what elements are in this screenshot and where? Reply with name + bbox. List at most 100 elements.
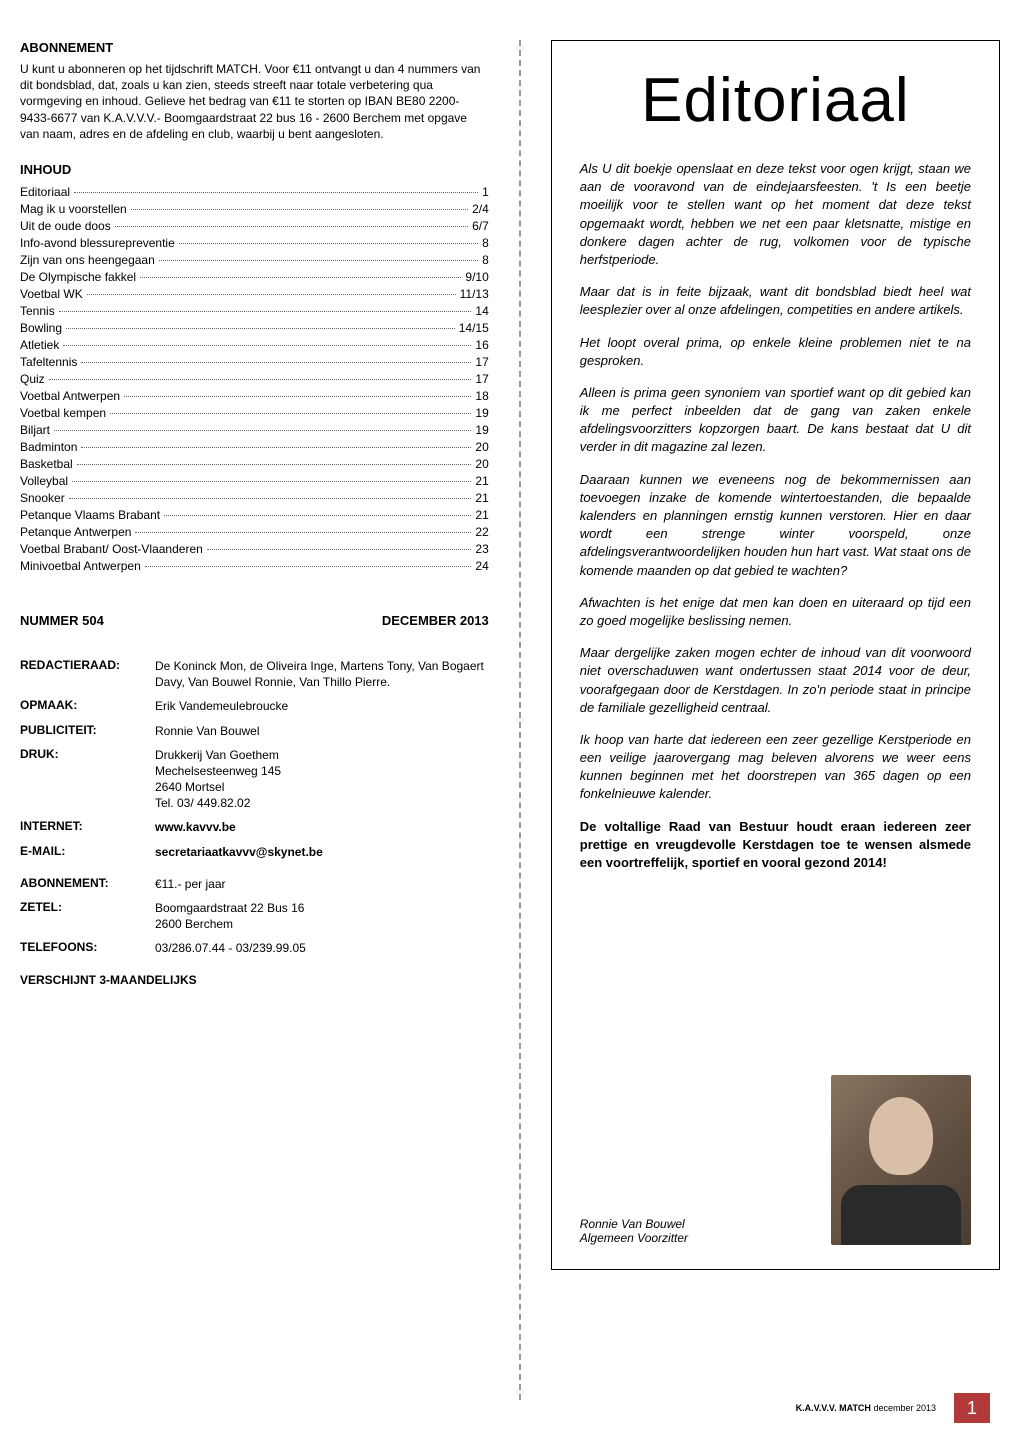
toc-page: 11/13 (460, 287, 489, 301)
credit-label: OPMAAK: (20, 698, 155, 714)
toc-label: Biljart (20, 423, 50, 437)
toc-row: Biljart19 (20, 423, 489, 437)
toc-page: 22 (475, 525, 488, 539)
toc-row: Basketbal 20 (20, 457, 489, 471)
credit-label: INTERNET: (20, 819, 155, 835)
editorial-paragraph: Het loopt overal prima, op enkele kleine… (580, 334, 971, 370)
credit-value: Ronnie Van Bouwel (155, 723, 489, 739)
toc-dots (159, 260, 478, 261)
toc-label: De Olympische fakkel (20, 270, 136, 284)
toc-page: 8 (482, 236, 489, 250)
toc-dots (54, 430, 471, 431)
portrait-photo (831, 1075, 971, 1245)
toc-row: Uit de oude doos6/7 (20, 219, 489, 233)
toc-row: Info-avond blessurepreventie8 (20, 236, 489, 250)
toc-page: 21 (475, 474, 488, 488)
toc-row: Atletiek 16 (20, 338, 489, 352)
toc-row: Quiz17 (20, 372, 489, 386)
toc-row: Snooker21 (20, 491, 489, 505)
editorial-body: Als U dit boekje openslaat en deze tekst… (580, 160, 971, 872)
credit-value: Erik Vandemeulebroucke (155, 698, 489, 714)
toc-label: Volleybal (20, 474, 68, 488)
verschijnt-line: VERSCHIJNT 3-MAANDELIJKS (20, 973, 489, 987)
toc-dots (49, 379, 472, 380)
credit-label: E-MAIL: (20, 844, 155, 860)
toc-page: 1 (482, 185, 489, 199)
toc-row: Tafeltennis 17 (20, 355, 489, 369)
toc-dots (135, 532, 471, 533)
credit-label: ABONNEMENT: (20, 876, 155, 892)
toc-label: Bowling (20, 321, 62, 335)
toc-dots (179, 243, 478, 244)
toc-row: Tennis14 (20, 304, 489, 318)
toc-dots (77, 464, 472, 465)
page-footer: K.A.V.V.V. MATCH december 2013 1 (796, 1393, 990, 1423)
toc-label: Editoriaal (20, 185, 70, 199)
toc-row: Editoriaal 1 (20, 185, 489, 199)
toc-row: Bowling 14/15 (20, 321, 489, 335)
toc-label: Petanque Antwerpen (20, 525, 131, 539)
toc-page: 8 (482, 253, 489, 267)
credit-value: De Koninck Mon, de Oliveira Inge, Marten… (155, 658, 489, 690)
toc-row: Zijn van ons heengegaan 8 (20, 253, 489, 267)
toc-page: 17 (475, 355, 488, 369)
credit-value: secretariaatkavvv@skynet.be (155, 844, 489, 860)
toc-label: Basketbal (20, 457, 73, 471)
credit-row: ABONNEMENT:€11.- per jaar (20, 876, 489, 892)
toc-label: Zijn van ons heengegaan (20, 253, 155, 267)
credit-label: ZETEL: (20, 900, 155, 932)
toc-dots (140, 277, 461, 278)
toc-label: Tafeltennis (20, 355, 77, 369)
toc-page: 14/15 (459, 321, 489, 335)
toc-row: Petanque Vlaams Brabant21 (20, 508, 489, 522)
toc-page: 16 (475, 338, 488, 352)
signature-block: Ronnie Van Bouwel Algemeen Voorzitter (580, 1075, 971, 1245)
toc-row: Badminton20 (20, 440, 489, 454)
signer-role: Algemeen Voorzitter (580, 1231, 688, 1245)
credit-label: DRUK: (20, 747, 155, 812)
toc-page: 21 (475, 491, 488, 505)
toc-dots (74, 192, 478, 193)
credit-row: INTERNET:www.kavvv.be (20, 819, 489, 835)
credit-row: REDACTIERAAD:De Koninck Mon, de Oliveira… (20, 658, 489, 690)
toc-label: Petanque Vlaams Brabant (20, 508, 160, 522)
credit-label: REDACTIERAAD: (20, 658, 155, 690)
toc-dots (66, 328, 455, 329)
abonnement-heading: ABONNEMENT (20, 40, 489, 55)
credit-row: OPMAAK:Erik Vandemeulebroucke (20, 698, 489, 714)
toc-row: Voetbal Brabant/ Oost-Vlaanderen23 (20, 542, 489, 556)
editorial-paragraph: Maar dat is in feite bijzaak, want dit b… (580, 283, 971, 319)
toc-dots (87, 294, 456, 295)
toc-dots (59, 311, 472, 312)
toc-label: Atletiek (20, 338, 59, 352)
toc-page: 6/7 (472, 219, 489, 233)
toc-dots (81, 362, 471, 363)
credit-row: TELEFOONS:03/286.07.44 - 03/239.99.05 (20, 940, 489, 956)
toc-page: 14 (475, 304, 488, 318)
editorial-paragraph: Afwachten is het enige dat men kan doen … (580, 594, 971, 630)
footer-pagenum: 1 (954, 1393, 990, 1423)
credit-value: www.kavvv.be (155, 819, 489, 835)
toc-page: 18 (475, 389, 488, 403)
credit-value: Boomgaardstraat 22 Bus 16 2600 Berchem (155, 900, 489, 932)
toc-page: 23 (475, 542, 488, 556)
toc-label: Mag ik u voorstellen (20, 202, 127, 216)
credit-row: DRUK:Drukkerij Van Goethem Mechelsesteen… (20, 747, 489, 812)
inhoud-heading: INHOUD (20, 162, 489, 177)
toc-page: 20 (475, 457, 488, 471)
inhoud-list: Editoriaal1Mag ik u voorstellen2/4Uit de… (20, 185, 489, 573)
toc-dots (72, 481, 471, 482)
toc-row: Voetbal WK11/13 (20, 287, 489, 301)
toc-page: 17 (475, 372, 488, 386)
toc-dots (63, 345, 471, 346)
credit-row: ZETEL:Boomgaardstraat 22 Bus 16 2600 Ber… (20, 900, 489, 932)
editorial-title: Editoriaal (580, 65, 971, 136)
column-divider (519, 40, 521, 1400)
toc-page: 19 (475, 406, 488, 420)
signer-name: Ronnie Van Bouwel (580, 1217, 688, 1231)
editorial-paragraph: Als U dit boekje openslaat en deze tekst… (580, 160, 971, 269)
toc-label: Voetbal Antwerpen (20, 389, 120, 403)
toc-page: 24 (475, 559, 488, 573)
editorial-paragraph: Alleen is prima geen synoniem van sporti… (580, 384, 971, 457)
toc-label: Badminton (20, 440, 77, 454)
